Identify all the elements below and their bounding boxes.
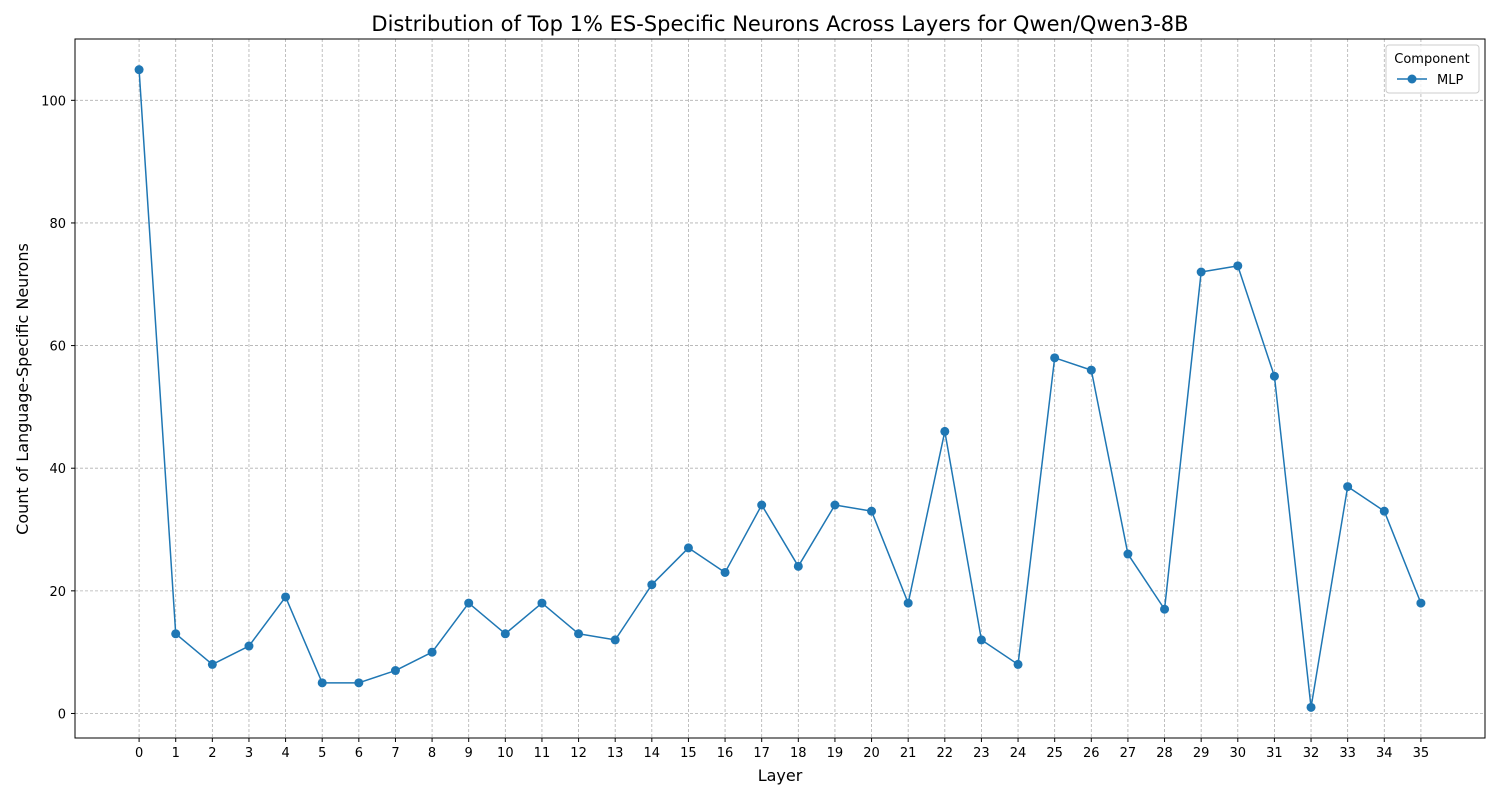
data-point-mlp (500, 629, 510, 639)
chart-title: Distribution of Top 1% ES-Specific Neuro… (371, 12, 1188, 36)
grid (75, 39, 1485, 738)
x-tick-label: 23 (973, 746, 990, 761)
data-point-mlp (1379, 506, 1389, 516)
legend: Component MLP (1385, 44, 1480, 94)
x-tick-label: 30 (1230, 746, 1247, 761)
data-point-mlp (171, 629, 181, 639)
series-layer (134, 65, 1426, 712)
x-tick-label: 17 (753, 746, 770, 761)
x-tick-label: 0 (135, 746, 143, 761)
x-tick-label: 26 (1083, 746, 1100, 761)
x-tick-label: 16 (717, 746, 734, 761)
data-point-mlp (1416, 598, 1426, 608)
x-tick-label: 31 (1266, 746, 1283, 761)
x-tick-label: 32 (1303, 746, 1320, 761)
data-point-mlp (647, 580, 657, 590)
data-point-mlp (207, 659, 217, 669)
x-axis: 0 1 2 3 4 5 6 7 8 9 10 11 12 13 14 15 16 17 18 19 20 21 22 23 24… (135, 738, 1429, 761)
data-point-mlp (1013, 659, 1023, 669)
data-point-mlp (427, 647, 437, 657)
data-point-mlp (1050, 353, 1060, 363)
data-point-mlp (134, 65, 144, 75)
data-point-mlp (1306, 702, 1316, 712)
y-tick-label: 60 (49, 340, 66, 355)
x-tick-label: 29 (1193, 746, 1210, 761)
x-tick-label: 20 (863, 746, 880, 761)
legend-marker-mlp (1407, 74, 1417, 84)
x-tick-label: 11 (534, 746, 551, 761)
x-tick-label: 33 (1339, 746, 1356, 761)
data-point-mlp (354, 678, 364, 688)
data-point-mlp (757, 500, 767, 510)
x-tick-label: 8 (428, 746, 436, 761)
x-tick-label: 27 (1120, 746, 1137, 761)
y-tick-label: 80 (49, 217, 66, 232)
data-point-mlp (903, 598, 913, 608)
data-point-mlp (537, 598, 547, 608)
x-tick-label: 35 (1413, 746, 1430, 761)
data-point-mlp (867, 506, 877, 516)
x-tick-label: 15 (680, 746, 697, 761)
x-axis-title: Layer (758, 766, 803, 785)
x-tick-label: 6 (355, 746, 363, 761)
x-tick-label: 34 (1376, 746, 1393, 761)
x-tick-label: 28 (1156, 746, 1173, 761)
data-point-mlp (610, 635, 620, 645)
data-point-mlp (683, 543, 693, 553)
data-point-mlp (1343, 482, 1353, 492)
series-line-mlp (138, 69, 1422, 709)
x-tick-label: 19 (827, 746, 844, 761)
data-point-mlp (464, 598, 474, 608)
data-point-mlp (976, 635, 986, 645)
x-tick-label: 21 (900, 746, 917, 761)
data-point-mlp (1269, 371, 1279, 381)
x-tick-label: 5 (318, 746, 326, 761)
data-point-mlp (390, 666, 400, 676)
x-tick-label: 13 (607, 746, 624, 761)
data-point-mlp (1160, 604, 1170, 614)
data-point-mlp (1233, 261, 1243, 271)
data-point-mlp (1086, 365, 1096, 375)
data-point-mlp (720, 567, 730, 577)
y-axis: 0 20 40 60 80 100 (41, 94, 75, 722)
data-point-mlp (244, 641, 254, 651)
data-point-mlp (1196, 267, 1206, 277)
x-tick-label: 2 (208, 746, 216, 761)
y-tick-label: 20 (49, 585, 66, 600)
data-point-mlp (281, 592, 291, 602)
x-tick-label: 14 (644, 746, 661, 761)
legend-label-mlp: MLP (1437, 73, 1463, 88)
y-tick-label: 0 (58, 707, 66, 722)
x-tick-label: 9 (465, 746, 473, 761)
x-tick-label: 12 (570, 746, 587, 761)
x-tick-label: 22 (937, 746, 954, 761)
x-tick-label: 24 (1010, 746, 1027, 761)
data-point-mlp (940, 426, 950, 436)
plot-area (74, 38, 1486, 739)
x-tick-label: 3 (245, 746, 253, 761)
data-point-mlp (317, 678, 327, 688)
data-point-mlp (1123, 549, 1133, 559)
x-tick-label: 10 (497, 746, 514, 761)
x-tick-label: 4 (281, 746, 289, 761)
x-tick-label: 25 (1046, 746, 1063, 761)
legend-title: Component (1394, 52, 1469, 67)
x-tick-label: 1 (172, 746, 180, 761)
y-tick-label: 40 (49, 462, 66, 477)
data-point-mlp (793, 561, 803, 571)
y-axis-title: Count of Language-Specific Neurons (13, 243, 32, 535)
data-point-mlp (574, 629, 584, 639)
y-tick-label: 100 (41, 94, 66, 109)
x-tick-label: 7 (391, 746, 399, 761)
x-tick-label: 18 (790, 746, 807, 761)
data-point-mlp (830, 500, 840, 510)
